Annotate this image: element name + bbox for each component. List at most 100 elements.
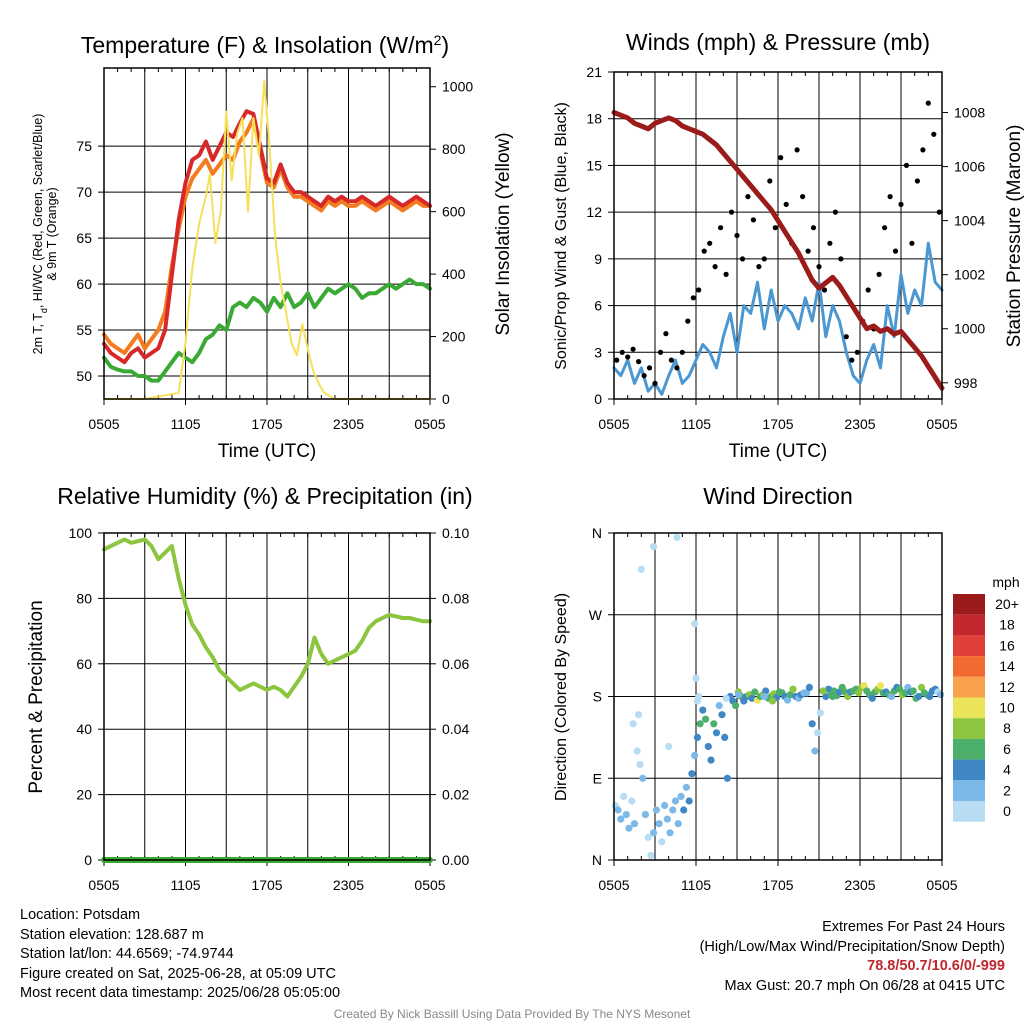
direction-point (909, 687, 917, 695)
y2-tick-label: 0.08 (442, 590, 469, 606)
y2-tick-label: 998 (954, 375, 978, 391)
y-tick-label: 65 (76, 230, 92, 246)
direction-point (896, 685, 904, 693)
direction-y-axis-label: Direction (Colored By Speed) (553, 593, 570, 801)
y2-tick-label: 200 (442, 329, 466, 345)
direction-point (693, 733, 702, 742)
colorbar-label: 14 (999, 658, 1015, 674)
gust-point (827, 240, 833, 246)
direction-point (715, 702, 723, 710)
direction-point (647, 851, 655, 860)
colorbar-swatch (953, 759, 985, 781)
colorbar-label: 2 (1003, 782, 1011, 798)
direction-point (639, 774, 647, 782)
y2-tick-label: 1008 (954, 105, 985, 121)
direction-point (661, 801, 669, 810)
direction-point (816, 709, 825, 717)
gust-point (674, 365, 680, 371)
temperature-chart: 0505 1105 1705 2305 0505 50 55 60 65 70 75 0 200 400 6… (31, 32, 514, 462)
recent-data-text: Most recent data timestamp: 2025/06/28 0… (20, 985, 341, 1002)
y-tick-label: 21 (586, 64, 602, 80)
gust-point (712, 264, 718, 270)
direction-point (808, 720, 816, 728)
direction-point (718, 711, 726, 719)
winds-chart: 0505 1105 1705 2305 0505 0 3 6 9 12 15 18 21 998 1000 1… (553, 29, 1024, 462)
gust-point (696, 287, 702, 293)
x-tick-label: 0505 (598, 416, 629, 432)
y2-tick-label: 0 (442, 391, 450, 407)
direction-point (822, 692, 830, 701)
direction-point (637, 565, 645, 573)
y2-tick-label: 400 (442, 266, 466, 282)
rh-y-axis-label: Percent & Precipitation (26, 600, 47, 793)
x-tick-label: 1105 (681, 416, 711, 432)
temp-series-line-2 (102, 277, 432, 383)
rh-series-line-0 (102, 537, 432, 699)
direction-point (628, 797, 636, 805)
gust-point (925, 100, 931, 106)
gust-point (778, 155, 784, 161)
direction-point (734, 691, 743, 699)
direction-point (805, 683, 814, 692)
x-tick-label: 0505 (414, 877, 445, 893)
direction-point (760, 692, 768, 701)
direction-point (663, 815, 671, 823)
temp-series-line-3 (103, 79, 431, 400)
y-tick-label: 3 (594, 344, 602, 360)
y2-tick-label: 600 (442, 204, 466, 220)
direction-point (671, 797, 680, 805)
x-tick-label: 1705 (251, 877, 282, 893)
y2-tick-label: 0.06 (442, 656, 469, 672)
gust-point (816, 264, 822, 270)
colorbar-label: 12 (999, 679, 1015, 695)
gust-point (772, 225, 778, 231)
y2-tick-label: 0.04 (442, 721, 469, 737)
gust-point (707, 240, 713, 246)
colorbar-swatch (953, 697, 985, 719)
direction-point (644, 833, 652, 841)
direction-point (704, 742, 712, 751)
direction-point (901, 689, 909, 697)
direction-point (691, 751, 699, 760)
gust-point (663, 331, 669, 337)
direction-point (712, 729, 721, 737)
direction-point (652, 806, 661, 814)
plot-frame (613, 532, 943, 861)
y-tick-label: 40 (76, 721, 92, 737)
colorbar-label: 6 (1003, 741, 1011, 757)
gust-point (636, 359, 642, 365)
gust-point (936, 209, 942, 215)
direction-point (819, 687, 827, 695)
rh-chart-title: Relative Humidity (%) & Precipitation (i… (57, 483, 472, 509)
location-text: Location: Potsdam (20, 907, 141, 923)
y-tick-label: 18 (586, 111, 602, 127)
temp-series-line-0 (102, 116, 432, 355)
gust-point (903, 162, 910, 168)
colorbar-label: 10 (999, 700, 1015, 716)
direction-point (723, 774, 732, 782)
insolation-axis-label: Solar Insolation (Yellow) (493, 132, 514, 335)
direction-point (666, 829, 674, 837)
gust-point (838, 256, 844, 262)
y-tick-label: 50 (76, 368, 92, 384)
temp-x-axis-label: Time (UTC) (218, 441, 317, 462)
direction-point (762, 687, 770, 695)
y2-tick-label: 0.10 (442, 525, 469, 541)
y-tick-label: 80 (76, 590, 92, 606)
gust-point (914, 178, 921, 184)
direction-point (674, 820, 682, 828)
direction-point (751, 688, 759, 696)
x-tick-label: 0505 (926, 416, 957, 432)
gust-point (723, 271, 729, 277)
x-tick-label: 2305 (844, 877, 875, 893)
y2-tick-label: 1000 (954, 321, 985, 337)
y2-tick-label: 1006 (954, 159, 985, 175)
direction-point (677, 792, 685, 801)
plot-frame (613, 71, 943, 400)
wind-direction-chart: 0505 1105 1705 2305 0505 N E S W N Wind Direction D… (553, 483, 1020, 893)
gust-point (865, 287, 871, 293)
direction-point (629, 720, 637, 728)
gust-point (679, 349, 685, 355)
gust-point (718, 225, 724, 231)
created-text: Figure created on Sat, 2025-06-28, at 05… (20, 965, 336, 982)
